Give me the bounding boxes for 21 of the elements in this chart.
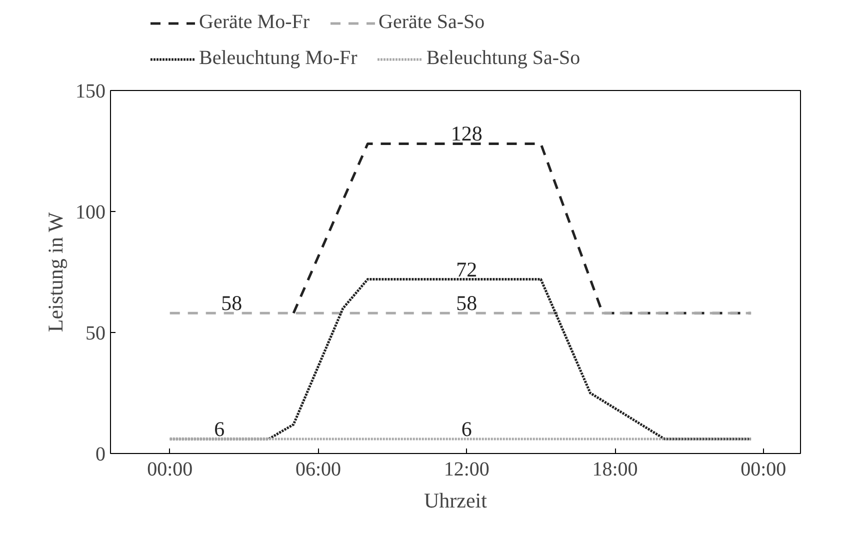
x-axis-title: Uhrzeit — [424, 488, 488, 512]
annotation: 72 — [456, 257, 478, 282]
y-tick-label: 0 — [96, 444, 106, 466]
annotation: 58 — [221, 291, 242, 316]
x-tick-label: 00:00 — [740, 458, 786, 480]
y-axis-title: Leistung in W — [44, 212, 68, 332]
annotation: 6 — [214, 416, 225, 441]
x-tick-label: 18:00 — [592, 458, 638, 480]
legend-label: Geräte Sa-So — [378, 11, 485, 34]
x-tick-label: 06:00 — [295, 458, 342, 480]
y-tick-label: 50 — [86, 322, 106, 344]
legend-label: Beleuchtung Mo-Fr — [199, 47, 358, 70]
annotation: 6 — [461, 416, 472, 441]
annotation: 58 — [456, 291, 478, 316]
legend-label: Geräte Mo-Fr — [199, 11, 310, 34]
annotation: 128 — [450, 122, 482, 146]
y-tick-label: 100 — [76, 202, 106, 224]
x-tick-label: 12:00 — [444, 458, 490, 480]
y-tick-label: 150 — [76, 80, 106, 102]
legend-label: Beleuchtung Sa-So — [426, 47, 580, 70]
x-tick-label: 00:00 — [147, 458, 193, 480]
